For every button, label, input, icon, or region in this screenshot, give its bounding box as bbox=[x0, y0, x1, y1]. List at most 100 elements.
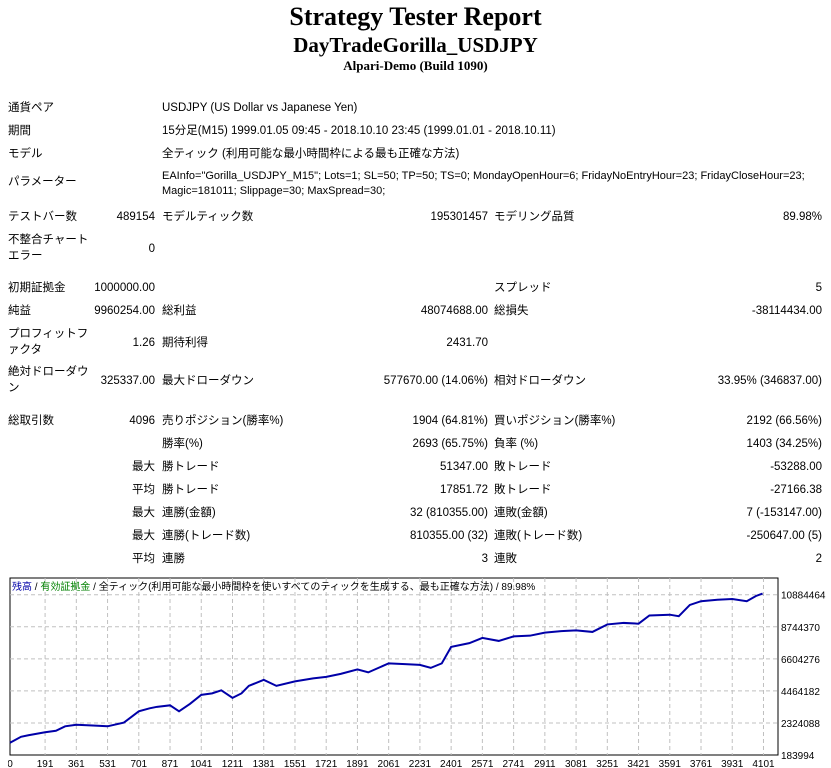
value: 48074688.00 bbox=[420, 305, 488, 317]
y-tick-label: 10884464 bbox=[781, 591, 826, 602]
label: 最大ドローダウン bbox=[162, 375, 254, 387]
label: 売りポジション(勝率%) bbox=[162, 415, 284, 427]
y-tick-label: 6604276 bbox=[781, 655, 820, 666]
label: プロフィットフ bbox=[8, 328, 89, 340]
plot-area bbox=[9, 577, 779, 756]
balance-chart: 10884464 8744370 6604276 4464182 2324088 1839… bbox=[8, 577, 826, 768]
x-tick-label: 1551 bbox=[284, 759, 307, 768]
value: 195301457 bbox=[430, 211, 488, 223]
value: 2192 (66.56%) bbox=[746, 415, 822, 427]
ea-name: DayTradeGorilla_USDJPY bbox=[293, 33, 538, 57]
label: 連敗(金額) bbox=[494, 507, 548, 519]
value: 4096 bbox=[129, 415, 155, 427]
value: -27166.38 bbox=[770, 484, 822, 496]
chart-legend: 残高 / 有効証拠金 / 全ティック(利用可能な最小時間枠を使いすべてのティック… bbox=[12, 582, 536, 593]
x-tick-label: 0 bbox=[8, 759, 13, 768]
legend-quality: 89.98% bbox=[501, 582, 536, 593]
x-tick-label: 1381 bbox=[253, 759, 276, 768]
value: -38114434.00 bbox=[751, 305, 822, 317]
label: 連敗 bbox=[494, 553, 517, 565]
value: 489154 bbox=[116, 211, 155, 223]
value-line1: EAInfo="Gorilla_USDJPY_M15"; Lots=1; SL=… bbox=[162, 170, 805, 182]
value: 51347.00 bbox=[440, 461, 488, 473]
value: 325337.00 bbox=[100, 375, 155, 387]
label: 勝トレード bbox=[162, 461, 220, 473]
label: 不整合チャート bbox=[8, 234, 89, 246]
y-tick-label: 183994 bbox=[781, 751, 815, 762]
y-tick-label: 4464182 bbox=[781, 687, 820, 698]
value-line2: Magic=181011; Slippage=30; MaxSpread=30; bbox=[162, 185, 386, 197]
report-title: Strategy Tester Report bbox=[289, 2, 542, 31]
label: 連勝(トレード数) bbox=[162, 530, 251, 542]
server-build: Alpari-Demo (Build 1090) bbox=[343, 58, 488, 73]
label: スプレッド bbox=[494, 282, 552, 294]
label: ァクタ bbox=[8, 344, 43, 356]
x-tick-label: 2061 bbox=[378, 759, 401, 768]
x-tick-label: 191 bbox=[37, 759, 54, 768]
label: 初期証拠金 bbox=[8, 282, 66, 294]
value: 577670.00 (14.06%) bbox=[383, 375, 488, 387]
value: 7 (-153147.00) bbox=[746, 507, 822, 519]
x-tick-label: 3931 bbox=[721, 759, 744, 768]
label: 相対ドローダウン bbox=[494, 375, 586, 387]
label: ン bbox=[8, 382, 20, 394]
value: 33.95% (346837.00) bbox=[717, 375, 822, 387]
label: 敗トレード bbox=[494, 484, 552, 496]
label: モデル bbox=[8, 148, 43, 160]
value: 5 bbox=[815, 282, 822, 294]
x-tick-label: 3251 bbox=[596, 759, 619, 768]
value: 2693 (65.75%) bbox=[412, 438, 488, 450]
label: 勝率(%) bbox=[162, 438, 203, 450]
x-tick-label: 4101 bbox=[752, 759, 775, 768]
value: 17851.72 bbox=[440, 484, 488, 496]
label: 純益 bbox=[8, 305, 31, 317]
label: 敗トレード bbox=[494, 461, 552, 473]
x-tick-label: 531 bbox=[99, 759, 116, 768]
prefix: 平均 bbox=[132, 484, 155, 496]
x-tick-label: 2911 bbox=[534, 759, 556, 768]
x-tick-label: 3081 bbox=[565, 759, 588, 768]
value: 1904 (64.81%) bbox=[412, 415, 488, 427]
value: 2431.70 bbox=[446, 337, 488, 349]
label: 通貨ペア bbox=[8, 102, 54, 114]
value: -53288.00 bbox=[770, 461, 822, 473]
legend-model: 全ティック(利用可能な最小時間枠を使いすべてのティックを生成する、最も正確な方法… bbox=[98, 582, 494, 593]
label: 総損失 bbox=[494, 305, 529, 317]
value: -250647.00 (5) bbox=[746, 530, 822, 542]
x-tick-label: 2741 bbox=[502, 759, 525, 768]
label: 総利益 bbox=[162, 305, 197, 317]
x-tick-label: 2571 bbox=[471, 759, 494, 768]
label: 期間 bbox=[8, 125, 31, 137]
value: 9960254.00 bbox=[94, 305, 155, 317]
value: 0 bbox=[148, 243, 155, 255]
label: テストバー数 bbox=[8, 211, 77, 223]
label: 連敗(トレード数) bbox=[494, 530, 583, 542]
label: モデルティック数 bbox=[162, 211, 254, 223]
legend-equity: 有効証拠金 bbox=[40, 582, 91, 593]
label: 勝トレード bbox=[162, 484, 220, 496]
prefix: 最大 bbox=[132, 507, 155, 519]
prefix: 最大 bbox=[132, 461, 155, 473]
value: 全ティック (利用可能な最小時間枠による最も正確な方法) bbox=[162, 148, 460, 160]
x-tick-label: 1211 bbox=[222, 759, 244, 768]
prefix: 最大 bbox=[132, 530, 155, 542]
x-tick-label: 3761 bbox=[690, 759, 713, 768]
label: モデリング品質 bbox=[494, 211, 575, 223]
value: USDJPY (US Dollar vs Japanese Yen) bbox=[162, 102, 358, 114]
label: 総取引数 bbox=[8, 415, 54, 427]
label: 連勝 bbox=[162, 553, 185, 565]
label: 連勝(金額) bbox=[162, 507, 216, 519]
label: 期待利得 bbox=[162, 337, 208, 349]
x-tick-label: 3591 bbox=[659, 759, 682, 768]
label: 負率 (%) bbox=[494, 438, 539, 450]
value: 2 bbox=[815, 553, 822, 565]
value: 1000000.00 bbox=[94, 282, 155, 294]
value: 3 bbox=[481, 553, 488, 565]
value: 15分足(M15) 1999.01.05 09:45 - 2018.10.10 … bbox=[162, 125, 556, 137]
value: 810355.00 (32) bbox=[409, 530, 488, 542]
label: パラメーター bbox=[8, 176, 77, 188]
x-tick-label: 3421 bbox=[627, 759, 650, 768]
x-tick-label: 361 bbox=[68, 759, 85, 768]
value: 1403 (34.25%) bbox=[746, 438, 822, 450]
value: 1.26 bbox=[132, 337, 155, 349]
